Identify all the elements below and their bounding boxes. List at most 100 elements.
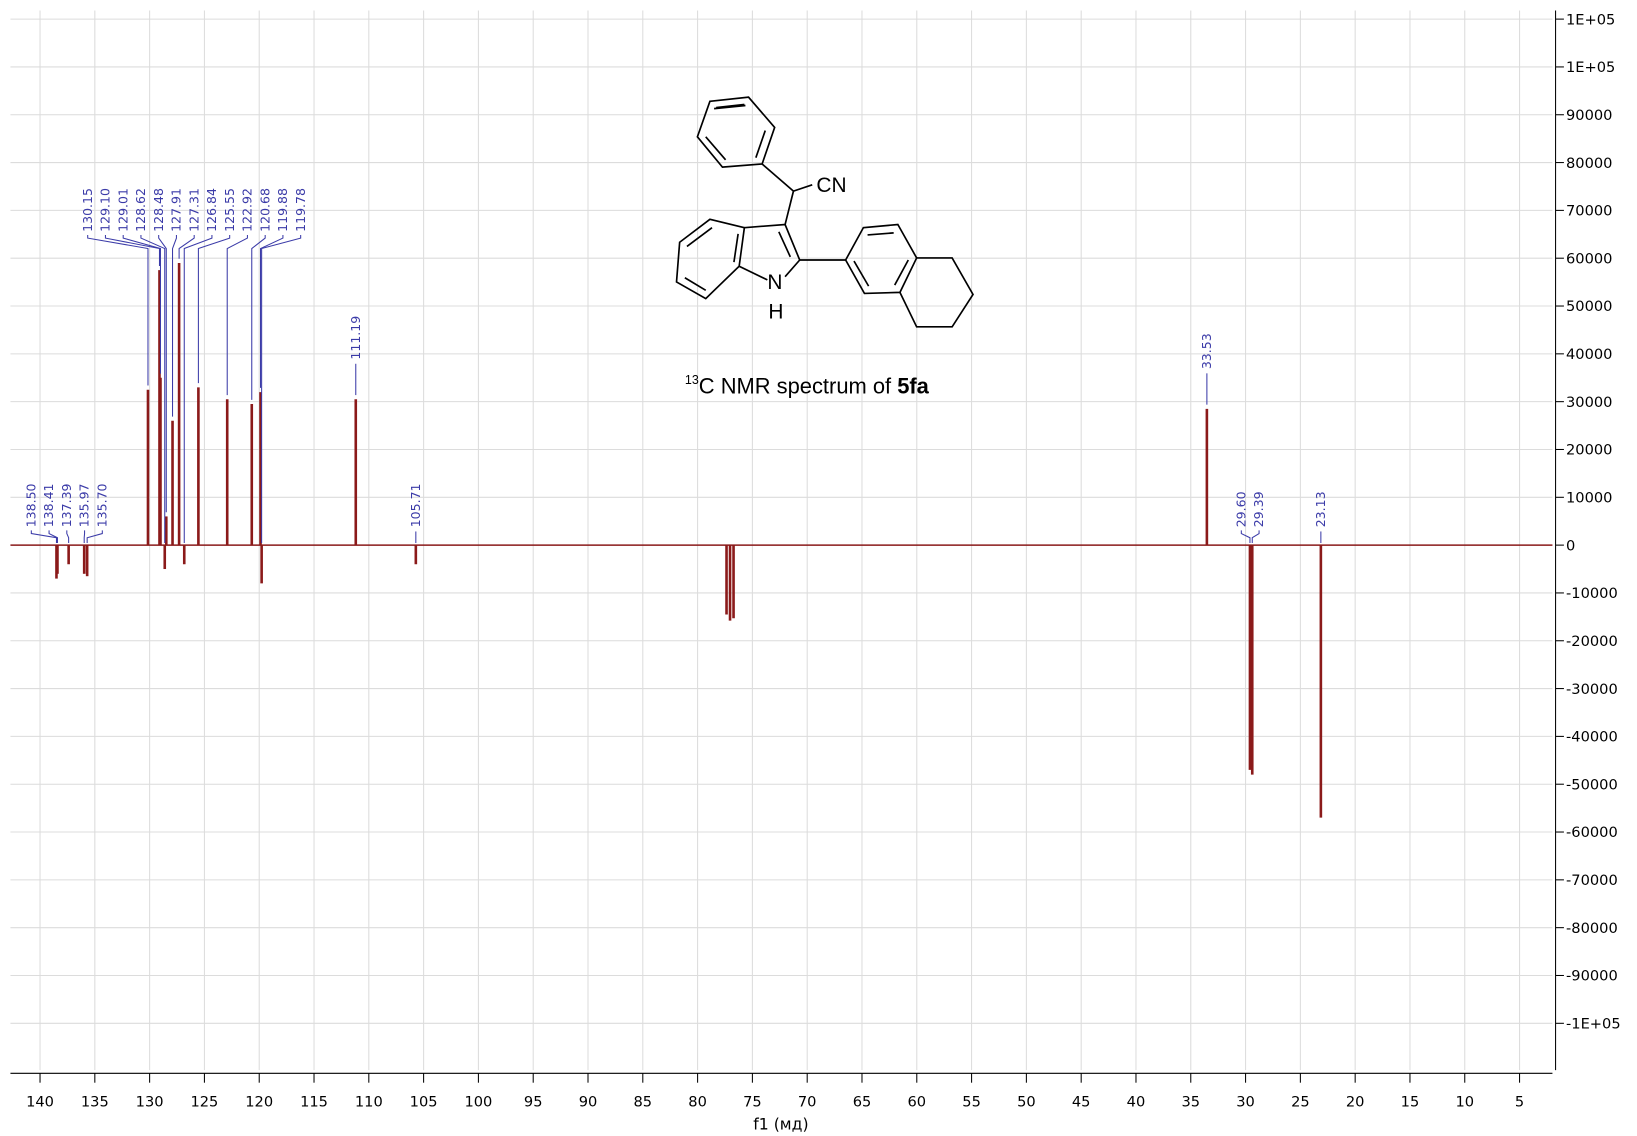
peak-leader	[183, 234, 213, 544]
peak-label: 33.53	[1199, 333, 1214, 369]
x-tick-label: 85	[634, 1094, 653, 1111]
y-tick-label: 60000	[1566, 250, 1612, 267]
y-tick-label: 90000	[1566, 107, 1612, 124]
x-tick-label: 70	[798, 1094, 817, 1111]
benzo-ring	[675, 218, 746, 300]
x-tick-label: 50	[1017, 1094, 1036, 1111]
bond	[784, 190, 795, 225]
x-tick-label: 105	[410, 1094, 438, 1111]
peak-label: 125.55	[222, 188, 237, 232]
peak-leader	[30, 530, 57, 544]
x-tick-label: 35	[1181, 1094, 1200, 1111]
peak-label: 128.48	[151, 188, 166, 232]
x-axis-label: f1 (мд)	[753, 1115, 808, 1134]
x-tick-label: 40	[1127, 1094, 1146, 1111]
plot: 1E+05 1E+05 90000 80000 70000 60000 50000 40000…	[10, 10, 1621, 1111]
peak-label: 129.10	[98, 188, 113, 232]
x-tick-label: 115	[300, 1094, 328, 1111]
peak-leader	[158, 234, 167, 513]
bond	[686, 226, 713, 248]
peak-label: 105.71	[408, 483, 423, 527]
bond	[761, 163, 794, 192]
x-tick-label: 60	[907, 1094, 926, 1111]
peak-leader	[122, 234, 161, 374]
bond	[705, 136, 727, 161]
x-tick-label: 25	[1291, 1094, 1310, 1111]
y-tick-label: 20000	[1566, 442, 1612, 459]
bond	[714, 104, 746, 110]
bond	[867, 232, 894, 236]
x-tick-label: 30	[1236, 1094, 1255, 1111]
structure-label: CN	[816, 174, 846, 197]
x-tick-label: 20	[1346, 1094, 1365, 1111]
peak-label: 29.60	[1233, 491, 1248, 527]
peak-label: 135.97	[77, 483, 92, 527]
y-tick-label: -20000	[1566, 633, 1618, 650]
peak-label: 29.39	[1251, 491, 1266, 527]
bond	[716, 103, 745, 109]
x-tick-label: 110	[355, 1094, 383, 1111]
y-tick-label: -50000	[1566, 776, 1618, 793]
peak-leader	[261, 234, 302, 544]
y-tick-label: 80000	[1566, 155, 1612, 172]
peak-label: 135.70	[94, 483, 109, 527]
x-tick-label: 55	[962, 1094, 981, 1111]
x-tick-label: 45	[1072, 1094, 1091, 1111]
peak-leader	[178, 234, 195, 259]
bond	[738, 265, 768, 281]
peak-label: 128.62	[133, 188, 148, 232]
chart-title: 13C NMR spectrum of 5fa	[685, 373, 930, 398]
structure-label: H	[768, 300, 783, 323]
y-tick-label: 0	[1566, 537, 1575, 554]
y-tick-label: 70000	[1566, 203, 1612, 220]
peak-label: 130.15	[80, 188, 95, 232]
bond	[893, 259, 910, 286]
x-tick-label: 95	[524, 1094, 543, 1111]
x-tick-label: 120	[245, 1094, 273, 1111]
y-tick-label: 10000	[1566, 490, 1612, 507]
title-bold: 5fa	[897, 374, 929, 399]
bond	[853, 260, 870, 287]
y-tick-label: -80000	[1566, 920, 1618, 937]
x-tick-label: 90	[579, 1094, 598, 1111]
y-tick-label: 30000	[1566, 394, 1612, 411]
peak-label: 138.50	[23, 483, 38, 527]
peak-leader	[251, 234, 266, 400]
peak-leader	[140, 234, 166, 544]
peak-leader	[260, 234, 284, 388]
y-tick-label: -70000	[1566, 872, 1618, 889]
peak-label: 137.39	[59, 483, 74, 527]
bond	[684, 277, 707, 292]
y-tick-label: 1E+05	[1566, 11, 1615, 28]
bond	[778, 231, 792, 258]
x-tick-label: 130	[136, 1094, 164, 1111]
x-tick-label: 100	[464, 1094, 492, 1111]
peak-leader	[172, 234, 177, 417]
y-tick-label: 50000	[1566, 298, 1612, 315]
structure-label: N	[767, 271, 782, 294]
peak-label: 127.91	[169, 188, 184, 232]
peak-label: 126.84	[204, 188, 219, 232]
x-tick-label: 140	[26, 1094, 54, 1111]
peak-leader	[104, 234, 161, 266]
x-tick-label: 65	[853, 1094, 872, 1111]
y-tick-label: 1E+05	[1566, 59, 1615, 76]
cyclohexane-ring	[899, 257, 974, 328]
peak-label: 129.01	[115, 188, 130, 232]
bond	[733, 233, 739, 263]
peak-label: 119.88	[275, 188, 290, 232]
peak-leader	[48, 530, 58, 544]
peak-label: 138.41	[41, 483, 56, 527]
peak-label: 127.31	[186, 188, 201, 232]
x-tick-label: 125	[190, 1094, 218, 1111]
bond	[793, 184, 813, 192]
peak-label: 119.78	[293, 188, 308, 232]
peak-leader	[87, 234, 149, 386]
peak-label: 23.13	[1313, 491, 1328, 527]
pyrrole-ring	[744, 223, 801, 278]
peak-leader	[226, 234, 248, 396]
y-tick-label: -40000	[1566, 729, 1618, 746]
y-tick-label: 40000	[1566, 346, 1612, 363]
